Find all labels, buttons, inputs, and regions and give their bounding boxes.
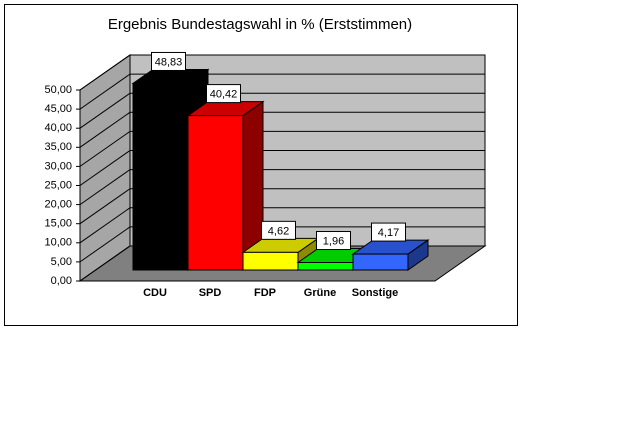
y-tick-label: 15,00 [44,218,72,230]
bar [187,115,244,271]
bar-top-shade [353,240,428,255]
y-tick-label: 50,00 [44,84,72,96]
x-tick-label: Sonstige [352,287,398,299]
x-tick-label: CDU [143,287,167,299]
value-label-box [371,222,406,242]
chart-title: Ergebnis Bundestagswahl in % (Erststimme… [108,16,412,33]
bar-top-shade [188,101,263,116]
y-tick-label: 5,00 [51,256,72,268]
bar [297,262,354,271]
bar [352,253,409,271]
grid-line [79,207,485,244]
grid-line [79,169,485,206]
grid-line [79,54,485,91]
bar-side-shade [243,101,263,270]
value-label: 1,96 [323,235,344,247]
value-label: 40,42 [210,89,238,101]
y-tick-label: 40,00 [44,122,72,134]
value-label: 4,62 [268,225,289,237]
value-label-box [316,231,351,251]
y-tick-label: 45,00 [44,103,72,115]
bar-top-shade [243,238,318,253]
grid-line [79,92,485,129]
bar [242,251,299,271]
value-label-box [206,84,241,104]
value-label-box [151,51,186,71]
grid-line [79,111,485,148]
value-label: 4,17 [378,227,399,239]
grid-line [79,226,485,263]
x-tick-label: SPD [199,287,222,299]
x-tick-label: FDP [254,287,276,299]
y-tick-label: 0,00 [51,275,72,287]
y-tick-label: 25,00 [44,179,72,191]
bar [132,82,189,271]
bar-top-shade [133,69,208,84]
value-label-box [261,220,296,240]
y-tick-label: 10,00 [44,237,72,249]
y-tick-label: 30,00 [44,160,72,172]
y-tick-label: 35,00 [44,141,72,153]
grid-line [79,130,485,167]
y-tick-label: 20,00 [44,199,72,211]
grid-line [79,188,485,225]
grid-line [79,73,485,110]
value-label: 48,83 [155,56,183,68]
grid-line [79,150,485,186]
x-tick-label: Grüne [304,287,336,299]
bar-side-shade [408,240,428,270]
